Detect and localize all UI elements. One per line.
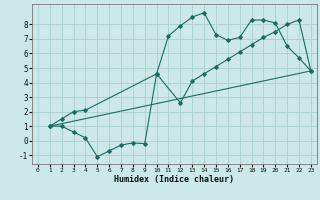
X-axis label: Humidex (Indice chaleur): Humidex (Indice chaleur)	[115, 175, 234, 184]
